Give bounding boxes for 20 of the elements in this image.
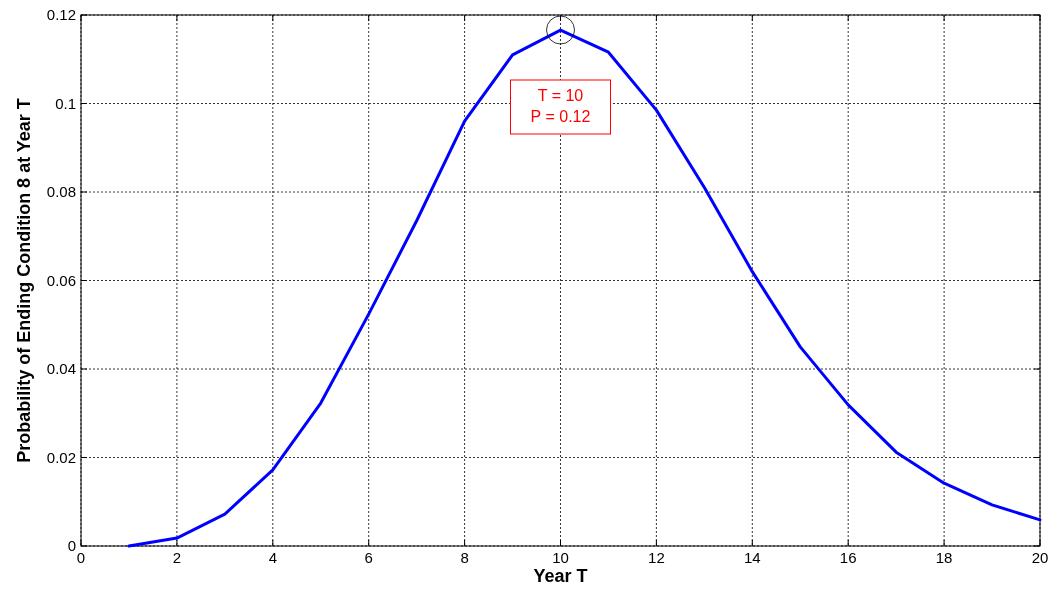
x-tick-label: 2: [172, 549, 182, 566]
y-tick-label: 0.04: [46, 360, 76, 377]
y-tick-label: 0.08: [46, 183, 76, 200]
annotation: T = 10 P = 0.12: [530, 87, 591, 125]
x-tick-label: 6: [364, 549, 373, 566]
x-tick-label: 4: [268, 549, 277, 566]
x-tick-label: 10: [552, 549, 569, 566]
y-axis-title: Probability of Ending Condition 8 at Year T: [14, 98, 34, 463]
x-axis-title: Year T: [533, 566, 588, 586]
y-tick-label: 0.12: [46, 6, 76, 23]
x-tick-label: 14: [743, 549, 761, 566]
x-tick-label: 12: [648, 549, 665, 566]
y-tick-label: 0: [67, 537, 76, 554]
x-tick-label: 16: [839, 549, 857, 566]
y-tick-label: 0.02: [46, 448, 76, 466]
y-tick-label: 0.1: [55, 94, 76, 112]
x-tick-label: 20: [1031, 549, 1049, 566]
y-tick-label: 0.06: [46, 271, 76, 289]
x-tick-label: 18: [935, 549, 953, 566]
x-tick-label: 8: [460, 549, 469, 566]
